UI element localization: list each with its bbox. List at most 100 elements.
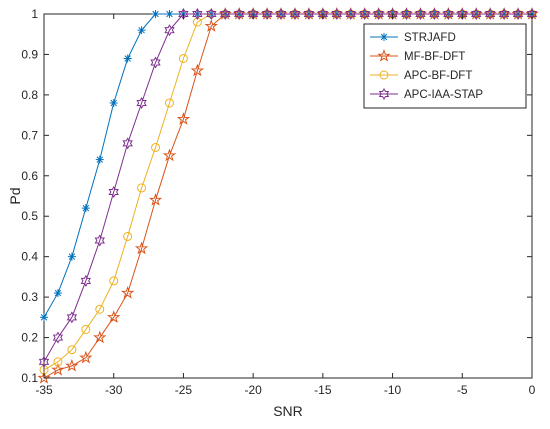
y-tick-label: 0.5 [21,209,38,223]
data-point [109,98,118,107]
data-point [137,26,146,35]
data-point [345,8,356,20]
data-point [66,311,78,324]
x-tick-label: 0 [529,383,536,397]
marker-stroke [110,99,117,107]
data-point [53,289,62,298]
y-tick-label: 1 [31,7,38,21]
legend-marker [379,70,389,80]
data-point [123,54,132,63]
axis-ticks: -35 -30 -25 -20 -15 -10 -5 0 0.1 0.2 0.3 0.4 0.5 0.6 0… [21,7,535,397]
legend-item: MF-BF-DFT [370,48,465,63]
data-point [65,358,79,372]
data-point [429,8,440,20]
marker-stroke [96,156,104,163]
legend-label: MF-BF-DFT [404,51,465,63]
marker-stroke [40,314,48,321]
data-point [275,8,287,20]
data-point [373,8,384,20]
legend-label: STRJAFD [404,32,456,44]
data-point [204,19,218,32]
x-axis-label: SNR [273,403,303,419]
y-axis-label: Pd [7,187,23,204]
y-tick-label: 0.9 [21,47,38,61]
data-point [137,183,147,193]
data-point [109,276,119,286]
marker-stroke [380,33,388,41]
data-point [498,8,510,20]
data-point [190,63,205,77]
data-point [79,350,93,364]
data-point [331,8,342,20]
series-apc-iaa-stap [38,8,538,368]
legend-item: APC-BF-DFT [370,70,472,82]
data-point [151,10,160,18]
data-point [108,185,119,198]
data-point [261,8,273,20]
y-tick-label: 0.8 [21,88,38,102]
data-point [94,234,105,247]
data-point [38,355,50,368]
data-point [67,345,77,355]
data-point [164,24,175,37]
legend-item: APC-IAA-STAP [370,88,483,101]
y-tick-label: 0.7 [21,128,38,142]
x-tick-label: -15 [314,383,332,397]
data-point [303,8,315,20]
legend-label: APC-BF-DFT [404,70,472,82]
x-tick-label: -5 [457,383,468,397]
data-point [51,362,65,376]
data-point [220,8,231,20]
series-layer [37,6,539,384]
data-point [136,96,147,109]
legend-label: APC-IAA-STAP [404,89,483,101]
x-tick-label: -20 [244,383,262,397]
marker-stroke [124,55,131,62]
legend-item: STRJAFD [370,32,456,44]
data-point [401,8,412,20]
data-point [95,304,105,314]
data-point [164,98,174,108]
data-point [123,231,133,241]
data-point [512,8,524,20]
data-point [93,330,107,344]
x-tick-label: -25 [175,383,193,397]
data-point [165,10,174,18]
marker-stroke [54,289,62,297]
data-point [81,324,91,334]
y-tick-label: 0.1 [21,371,38,385]
legend-marker [377,48,391,62]
data-point [95,155,104,164]
legend-marker [378,88,390,100]
data-point [122,137,133,150]
data-point [40,313,48,322]
y-tick-label: 0.4 [21,250,38,264]
data-point [176,112,191,125]
y-tick-label: 0.3 [21,290,38,304]
data-point [81,204,90,213]
y-tick-label: 0.2 [21,331,38,345]
data-point [151,142,161,152]
marker-stroke [82,204,90,212]
marker-stroke [166,10,173,18]
marker-stroke [68,253,76,260]
marker-stroke [152,10,159,18]
data-point [359,8,370,20]
data-point [443,8,454,20]
x-tick-label: -10 [384,383,402,397]
x-tick-label: -30 [105,383,123,397]
data-point [150,56,161,69]
data-point [107,310,121,324]
data-point [52,331,64,344]
data-point [120,286,135,299]
y-tick-label: 0.6 [21,169,38,183]
data-point [134,241,149,255]
data-point [415,8,426,20]
marker-stroke [138,26,145,34]
data-point [206,8,217,20]
x-tick-label: -35 [35,383,53,397]
data-point [53,357,63,367]
data-point [234,8,245,20]
data-point [67,252,76,261]
